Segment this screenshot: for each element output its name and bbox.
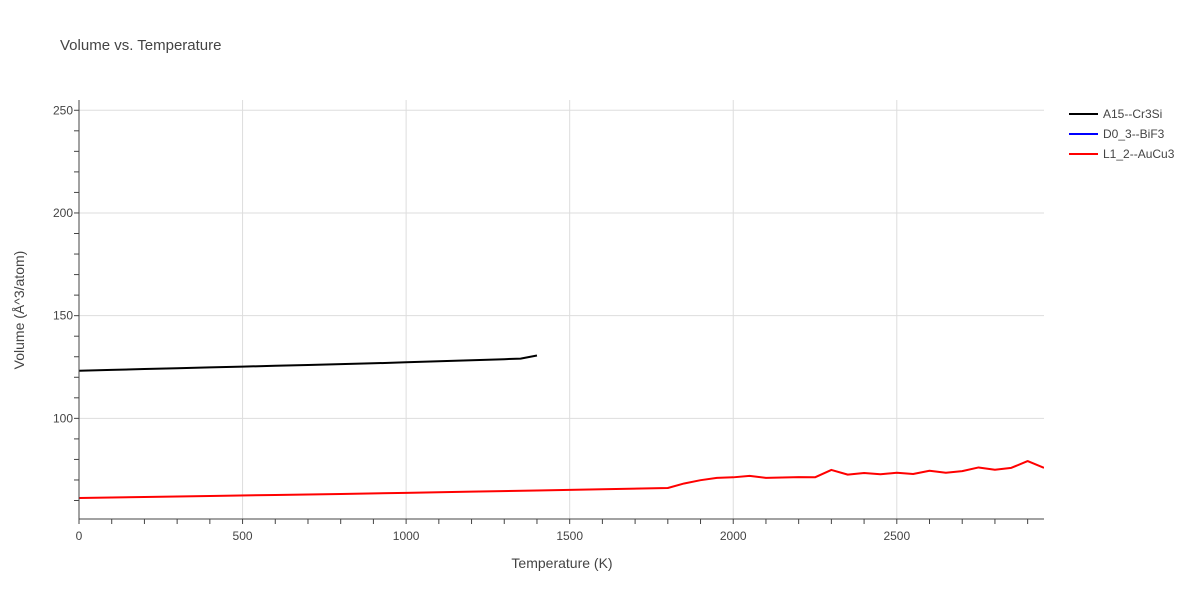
legend-item-l1-2-aucu3[interactable]: L1_2--AuCu3 xyxy=(1069,147,1175,161)
x-tick-label: 1000 xyxy=(393,529,420,543)
x-axis-title: Temperature (K) xyxy=(511,555,612,571)
x-tick-label: 0 xyxy=(76,529,83,543)
x-tick-label: 1500 xyxy=(556,529,583,543)
legend-label: D0_3--BiF3 xyxy=(1103,127,1165,141)
legend[interactable]: A15--Cr3Si D0_3--BiF3 L1_2--AuCu3 xyxy=(1069,107,1175,161)
series-line-a15-cr3si xyxy=(79,354,538,372)
y-tick-label: 100 xyxy=(53,411,73,425)
legend-label: L1_2--AuCu3 xyxy=(1103,147,1175,161)
legend-item-d0-3-bif3[interactable]: D0_3--BiF3 xyxy=(1069,127,1165,141)
x-tick-label: 500 xyxy=(233,529,253,543)
series-layer xyxy=(79,354,1044,500)
grid-layer xyxy=(79,100,1044,519)
legend-item-a15-cr3si[interactable]: A15--Cr3Si xyxy=(1069,107,1162,121)
y-tick-label: 150 xyxy=(53,309,73,323)
x-tick-label: 2000 xyxy=(720,529,747,543)
series-line-l1-2-aucu3 xyxy=(79,460,1044,500)
y-axis-title: Volume (Å^3/atom) xyxy=(11,251,27,370)
chart-title: Volume vs. Temperature xyxy=(60,37,221,54)
legend-label: A15--Cr3Si xyxy=(1103,107,1162,121)
axis-layer: 0 500 1000 1500 2000 2500 100 150 200 250 xyxy=(53,100,1044,543)
y-tick-label: 200 xyxy=(53,206,73,220)
y-tick-label: 250 xyxy=(53,103,73,117)
x-tick-label: 2500 xyxy=(883,529,910,543)
